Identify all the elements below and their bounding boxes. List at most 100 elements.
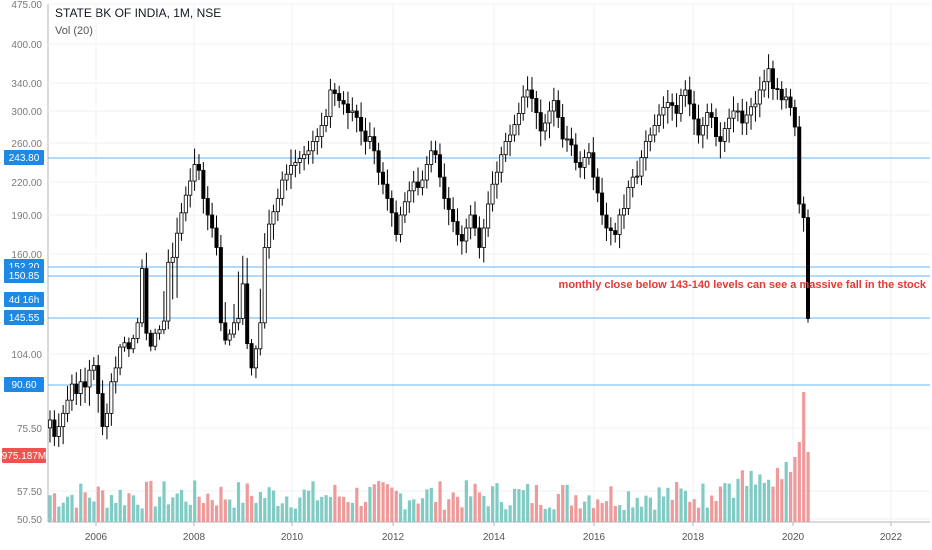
volume-bar [727, 483, 731, 522]
volume-bar [565, 484, 569, 522]
x-tick-label: 2022 [880, 532, 903, 543]
volume-bar [534, 485, 539, 522]
volume-bar [552, 509, 556, 522]
volume-bar [57, 506, 61, 522]
volume-bar [219, 486, 223, 522]
candle-down [692, 103, 697, 120]
volume-bar [635, 497, 639, 522]
candle-up [104, 412, 109, 427]
volume-bar [556, 493, 560, 522]
candle-down [201, 169, 206, 199]
candle-down [363, 130, 368, 142]
volume-bar [447, 499, 451, 522]
volume-bar [74, 507, 78, 522]
volume-bar [495, 483, 499, 522]
candle-up [253, 348, 258, 369]
x-tick-label: 2016 [583, 532, 606, 543]
candle-up [91, 365, 96, 371]
candle-down [83, 381, 88, 388]
candle-up [420, 179, 425, 188]
volume-bar [79, 483, 83, 522]
volume-bar [771, 486, 775, 522]
candle-down [205, 198, 210, 216]
candle-up [69, 383, 74, 401]
volume-bar [420, 498, 425, 522]
volume-bar [70, 494, 74, 522]
candle-up [508, 134, 513, 142]
candle-down [354, 110, 359, 118]
candle-up [652, 125, 657, 136]
volume-bar [626, 491, 631, 522]
volume-bar [311, 481, 315, 522]
volume-bar [214, 505, 219, 522]
volume-bar [464, 480, 468, 522]
y-tick-label: 220.00 [11, 178, 42, 189]
chart-title: STATE BK OF INDIA, 1M, NSE [55, 6, 222, 20]
candle-up [648, 134, 653, 142]
candle-up [757, 89, 762, 105]
candle-up [61, 412, 66, 427]
candle-up [302, 154, 307, 159]
volume-bar [425, 489, 429, 522]
candle-down [608, 227, 613, 231]
volume-bar [749, 470, 753, 522]
candle-down [560, 117, 565, 140]
y-tick-label: 400.00 [11, 40, 42, 51]
candle-down [372, 136, 377, 152]
volume-bar [683, 490, 688, 522]
volume-bar [407, 500, 411, 522]
volume-bar [153, 506, 157, 522]
volume-bar [429, 487, 433, 522]
candle-up [297, 158, 302, 163]
volume-bar [775, 467, 780, 522]
volume-bar [236, 482, 241, 522]
candle-up [731, 110, 736, 119]
volume-bar [114, 502, 118, 522]
candle-down [459, 234, 464, 242]
candle-up [494, 171, 499, 185]
volume-bar [591, 508, 596, 522]
volume-bar [158, 496, 162, 522]
volume-bar [434, 501, 438, 522]
volume-bar [416, 503, 420, 522]
volume-bar [526, 483, 530, 522]
volume-bar [802, 392, 806, 522]
volume-bar [438, 481, 442, 522]
volume-bar [276, 505, 280, 522]
volume-bar [144, 481, 149, 522]
candle-up [258, 322, 263, 350]
volume-bar [105, 507, 109, 522]
candle-up [267, 223, 272, 248]
volume-bar [267, 487, 271, 522]
volume-bar [613, 505, 617, 522]
candle-down [740, 110, 745, 124]
volume-bar [390, 487, 394, 522]
candle-down [144, 268, 149, 334]
candle-up [65, 399, 70, 414]
volume-bar [679, 488, 683, 522]
candle-up [271, 211, 276, 225]
volume-bar [166, 504, 171, 522]
candle-up [468, 214, 473, 229]
volume-bar [723, 483, 727, 522]
volume-bar [109, 495, 114, 522]
volume-bar [701, 483, 705, 522]
candle-up [275, 198, 280, 213]
candle-up [315, 136, 320, 142]
volume-bar [561, 485, 565, 522]
volume-bar [631, 507, 635, 522]
candle-down [709, 112, 714, 118]
candle-up [407, 190, 412, 203]
candle-down [687, 89, 692, 105]
candle-up [78, 381, 83, 394]
candle-up [749, 106, 754, 116]
volume-bar [648, 497, 652, 522]
candle-up [183, 194, 188, 214]
candle-down [713, 117, 718, 138]
volume-bar [206, 493, 210, 522]
candle-down [341, 100, 346, 105]
candle-up [784, 96, 789, 101]
x-tick-label: 2006 [85, 532, 108, 543]
price-level-badge-label: 152.20 [9, 262, 40, 273]
